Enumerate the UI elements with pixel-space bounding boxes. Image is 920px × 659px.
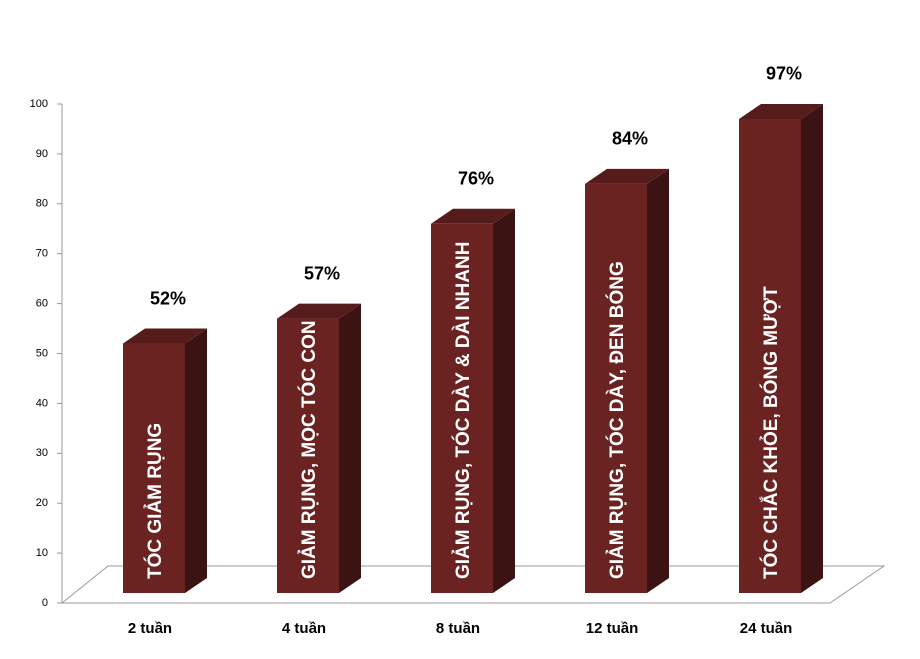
bar xyxy=(431,208,515,593)
bar-front xyxy=(739,118,801,593)
y-tick-label: 80 xyxy=(36,198,48,210)
y-tick-label: 20 xyxy=(36,497,48,509)
y-tick-label: 100 xyxy=(30,98,48,110)
y-tick-label: 30 xyxy=(36,447,48,459)
bar-side xyxy=(185,328,207,593)
bar-front xyxy=(585,183,647,593)
bar-front xyxy=(431,223,493,593)
bar-front xyxy=(277,318,339,593)
y-tick-label: 40 xyxy=(36,397,48,409)
bar-text: GIẢM RỤNG, TÓC DÀY, ĐEN BÓNG xyxy=(606,261,628,579)
y-tick-label: 10 xyxy=(36,547,48,559)
bar xyxy=(123,328,207,593)
value-label: 97% xyxy=(766,64,802,84)
bar-side xyxy=(801,103,823,593)
bar-top xyxy=(123,328,207,344)
bar-text: GIẢM RỤNG, TÓC DÀY & DÀI NHANH xyxy=(452,242,474,579)
bar xyxy=(585,168,669,593)
bar xyxy=(739,103,823,593)
bar-text: TÓC CHẮC KHỎE, BÓNG MƯỢT xyxy=(760,286,782,579)
x-tick-label: 24 tuần xyxy=(740,620,793,637)
y-tick-label: 90 xyxy=(36,148,48,160)
bar xyxy=(277,303,361,593)
bar-top xyxy=(739,103,823,119)
bar-side xyxy=(339,303,361,593)
x-tick-label: 2 tuần xyxy=(128,620,172,637)
y-tick-label: 0 xyxy=(42,597,48,609)
bar-text: TÓC GIẢM RỤNG xyxy=(144,423,166,579)
bar-top xyxy=(585,168,669,184)
y-tick-label: 70 xyxy=(36,248,48,260)
x-tick-label: 12 tuần xyxy=(586,620,639,637)
bar-front xyxy=(123,343,185,593)
bar-text: GIẢM RỤNG, MỌC TÓC CON xyxy=(298,320,320,579)
value-label: 76% xyxy=(458,169,494,189)
x-tick-label: 4 tuần xyxy=(282,620,326,637)
bar-side xyxy=(647,168,669,593)
value-label: 52% xyxy=(150,288,186,308)
value-label: 84% xyxy=(612,129,648,149)
y-tick-label: 50 xyxy=(36,347,48,359)
y-tick-label: 60 xyxy=(36,298,48,310)
bar-top xyxy=(431,208,515,224)
bar-side xyxy=(493,208,515,593)
floor xyxy=(60,565,886,604)
value-label: 57% xyxy=(304,263,340,283)
bar-top xyxy=(277,303,361,319)
x-tick-label: 8 tuần xyxy=(436,620,480,637)
